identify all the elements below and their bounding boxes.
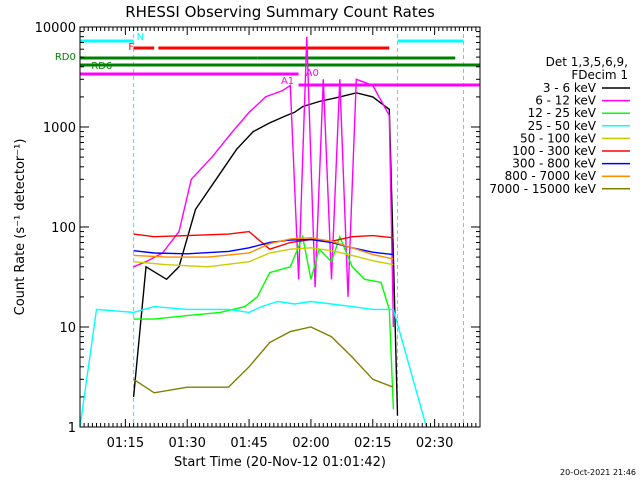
chart-title: RHESSI Observing Summary Count Rates (125, 3, 435, 21)
legend-header-line-1: Det 1,3,5,6,9, (546, 55, 628, 69)
footer-timestamp: 20-Oct-2021 21:46 (560, 468, 636, 477)
x-tick-label: 01:15 (107, 436, 144, 451)
series-line-1 (132, 92, 399, 416)
y-tick-label: 1 (68, 421, 76, 436)
y-tick-label: 100 (51, 221, 76, 236)
x-tick-label: 02:30 (416, 436, 453, 451)
y-tick-label: 10 (59, 321, 76, 336)
legend-label: 7000 - 15000 keV (489, 182, 596, 196)
status-bar-label: RD6 (91, 61, 112, 72)
x-tick-label: 01:30 (168, 436, 205, 451)
legend-label: 100 - 300 keV (512, 144, 596, 158)
legend-header-line-2: FDecim 1 (571, 68, 628, 82)
series-line-8 (133, 237, 394, 260)
status-bar-label: A1 (281, 76, 294, 87)
x-tick-label: 01:45 (230, 436, 267, 451)
plot-frame (79, 26, 481, 428)
series-line-3 (133, 234, 395, 410)
status-bars: NF RD0 RD6 A1 A0 (55, 27, 480, 427)
series-line-5 (133, 247, 394, 268)
y-tick-label: 1000 (43, 121, 76, 136)
x-axis-label: Start Time (20-Nov-12 01:01:42) (174, 455, 386, 470)
legend-label: 12 - 25 keV (528, 106, 597, 120)
x-tick-label: 02:00 (292, 436, 329, 451)
series-line-4 (79, 300, 428, 428)
series-line-9 (133, 326, 394, 394)
status-bar-label: N (137, 32, 144, 43)
x-axis: 01:15 01:30 01:45 02:00 02:15 02:30 (83, 27, 477, 451)
legend-label: 6 - 12 keV (535, 94, 597, 108)
legend-label: 50 - 100 keV (520, 131, 597, 145)
series-line-2 (133, 36, 395, 328)
legend-label: 25 - 50 keV (528, 119, 597, 133)
status-bar-label: F (128, 42, 134, 53)
series-line-6 (133, 230, 394, 250)
y-axis: 1 10 100 1000 10000 (35, 21, 480, 436)
status-bar-label: RD0 (55, 52, 76, 63)
y-axis-label: Count Rate (s⁻¹ detector⁻¹) (13, 139, 28, 316)
legend-label: 800 - 7000 keV (505, 169, 597, 183)
status-bar-label: A0 (306, 68, 319, 79)
y-tick-label: 10000 (35, 21, 76, 36)
legend-label: 300 - 800 keV (512, 157, 596, 171)
x-tick-label: 02:15 (354, 436, 391, 451)
data-series (79, 36, 428, 428)
legend-label: 3 - 6 keV (543, 81, 597, 95)
